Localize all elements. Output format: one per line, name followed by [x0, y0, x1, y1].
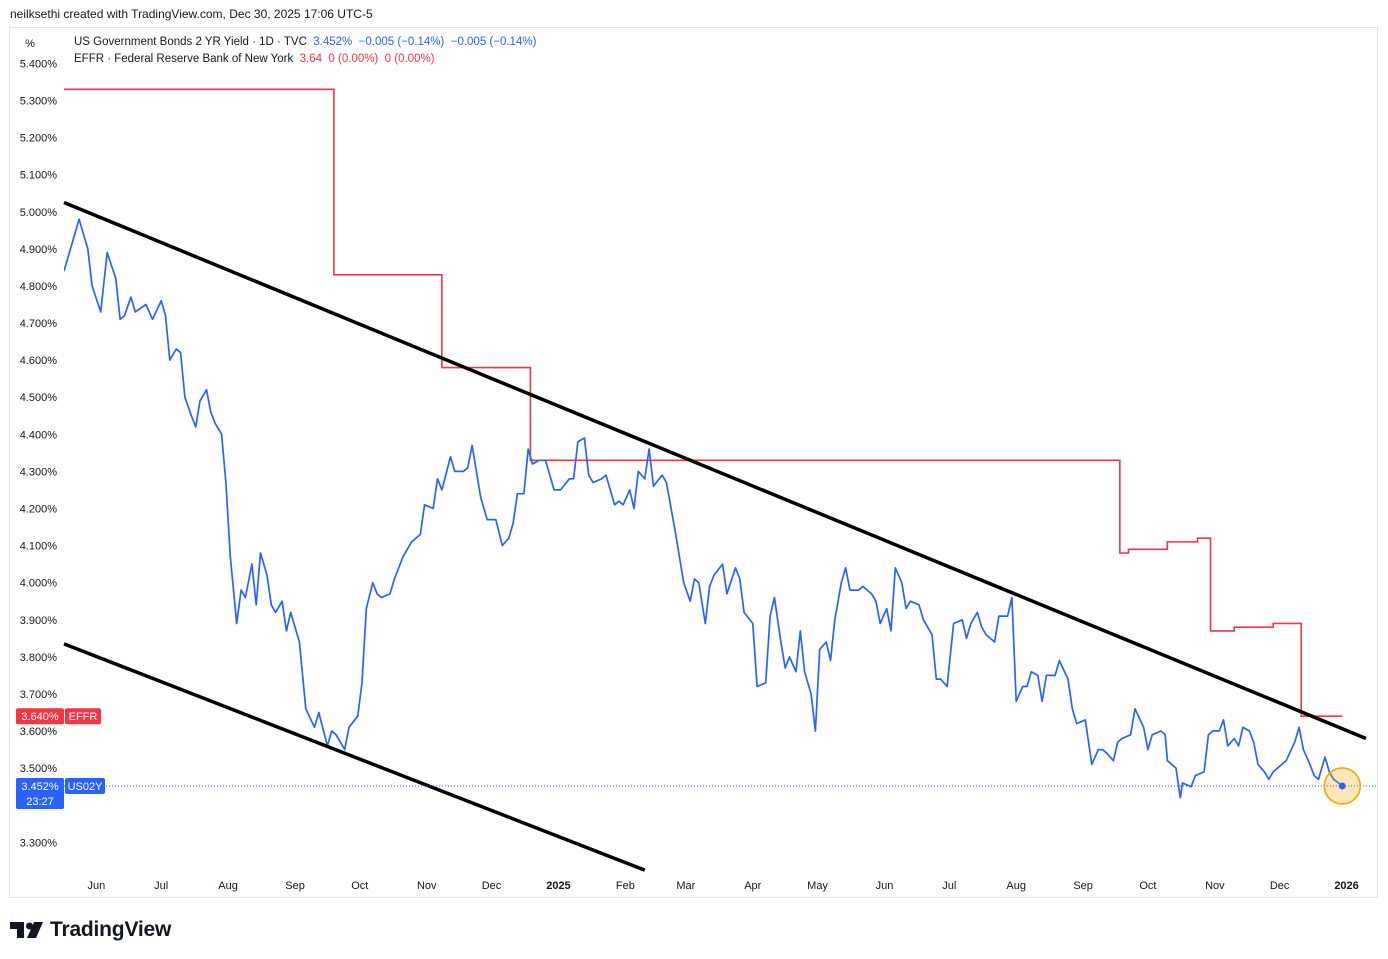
price-axis[interactable]: 5.400% 5.300% 5.200% 5.100% 5.000% 4.900% 4.80… — [20, 58, 58, 849]
legend-us02y-name: US Government Bonds 2 YR Yield · 1D · TV… — [74, 36, 307, 48]
x-tick-label: Dec — [482, 880, 502, 892]
last-point-marker — [1338, 782, 1346, 790]
effr-series-line — [64, 88, 1343, 718]
legend-row-us02y[interactable]: US Government Bonds 2 YR Yield · 1D · TV… — [74, 34, 536, 51]
x-tick-label: Aug — [1006, 880, 1026, 892]
y-tick-label: 4.600% — [20, 355, 58, 367]
y-tick-label: 5.400% — [20, 58, 58, 70]
legend-us02y-last: 3.452% — [313, 36, 353, 48]
y-tick-label: 3.700% — [20, 689, 58, 701]
price-labels: 3.640% EFFR 3.452% 23:27 US02Y — [16, 708, 105, 809]
percent-scale-button[interactable]: % — [25, 38, 35, 50]
y-tick-label: 4.200% — [20, 503, 58, 515]
x-tick-label: Jul — [154, 880, 168, 892]
us02y-series-line — [64, 218, 1343, 799]
x-tick-label: Feb — [616, 880, 635, 892]
y-tick-label: 4.800% — [20, 281, 58, 293]
y-tick-label: 5.200% — [20, 133, 58, 145]
legend-effr-change-2: 0 (0.00%) — [384, 53, 435, 65]
legend-us02y-change-2: −0.005 (−0.14%) — [450, 36, 537, 48]
x-tick-label: Jun — [88, 880, 106, 892]
y-tick-label: 4.900% — [20, 244, 58, 256]
x-tick-label: Jul — [942, 880, 956, 892]
chart-panel[interactable] — [9, 27, 1378, 898]
y-tick-label: 3.500% — [20, 763, 58, 775]
y-tick-label: 4.100% — [20, 541, 58, 553]
x-tick-label: May — [807, 880, 828, 892]
y-tick-label: 3.300% — [20, 837, 58, 849]
y-tick-label: 4.400% — [20, 429, 58, 441]
tradingview-logo-icon — [10, 922, 43, 938]
effr-price-label: 3.640% — [21, 711, 59, 723]
effr-ticker-badge — [65, 708, 101, 725]
x-tick-label: 2025 — [546, 880, 570, 892]
x-tick-label: Sep — [1073, 880, 1093, 892]
plot-area — [63, 88, 1378, 872]
chart-legend: US Government Bonds 2 YR Yield · 1D · TV… — [74, 34, 536, 68]
lower-trendline — [63, 642, 646, 872]
y-tick-label: 5.100% — [20, 170, 58, 182]
upper-trendline — [63, 200, 1367, 741]
x-tick-label: Sep — [285, 880, 305, 892]
y-tick-label: 3.900% — [20, 615, 58, 627]
x-tick-label: Dec — [1270, 880, 1290, 892]
y-tick-label: 4.500% — [20, 392, 58, 404]
us02y-countdown-label: 23:27 — [26, 796, 54, 808]
effr-ticker-label: EFFR — [69, 711, 98, 723]
tradingview-wordmark: TradingView — [50, 918, 172, 941]
y-tick-label: 4.700% — [20, 318, 58, 330]
x-tick-label: Nov — [417, 880, 437, 892]
x-tick-label: Mar — [676, 880, 695, 892]
attribution-text: neilksethi created with TradingView.com,… — [10, 7, 373, 21]
legend-effr-change: 0 (0.00%) — [328, 53, 379, 65]
tradingview-logo[interactable]: TradingView — [10, 917, 171, 943]
x-tick-label: Nov — [1205, 880, 1225, 892]
us02y-price-badge — [16, 777, 64, 809]
y-tick-label: 5.000% — [20, 207, 58, 219]
y-tick-label: 4.300% — [20, 466, 58, 478]
x-tick-label: Oct — [1139, 880, 1156, 892]
legend-us02y-change: −0.005 (−0.14%) — [358, 36, 445, 48]
us02y-ticker-label: US02Y — [68, 781, 104, 793]
x-tick-label: Oct — [351, 880, 368, 892]
x-tick-label: 2026 — [1334, 880, 1358, 892]
legend-effr-name: EFFR · Federal Reserve Bank of New York — [74, 53, 294, 65]
x-tick-label: Apr — [744, 880, 761, 892]
y-tick-label: 3.800% — [20, 652, 58, 664]
time-axis[interactable]: Jun Jul Aug Sep Oct Nov Dec 2025 Feb Mar Apr May Jun… — [88, 880, 1359, 892]
x-tick-label: Jun — [876, 880, 894, 892]
y-tick-label: 4.000% — [20, 578, 58, 590]
y-tick-label: 3.600% — [20, 726, 58, 738]
y-tick-label: 5.300% — [20, 95, 58, 107]
legend-row-effr[interactable]: EFFR · Federal Reserve Bank of New York … — [74, 51, 536, 68]
legend-effr-last: 3.64 — [299, 53, 323, 65]
effr-price-badge — [16, 708, 64, 725]
x-tick-label: Aug — [218, 880, 238, 892]
us02y-price-label: 3.452% — [21, 781, 59, 793]
us02y-ticker-badge — [65, 777, 105, 794]
